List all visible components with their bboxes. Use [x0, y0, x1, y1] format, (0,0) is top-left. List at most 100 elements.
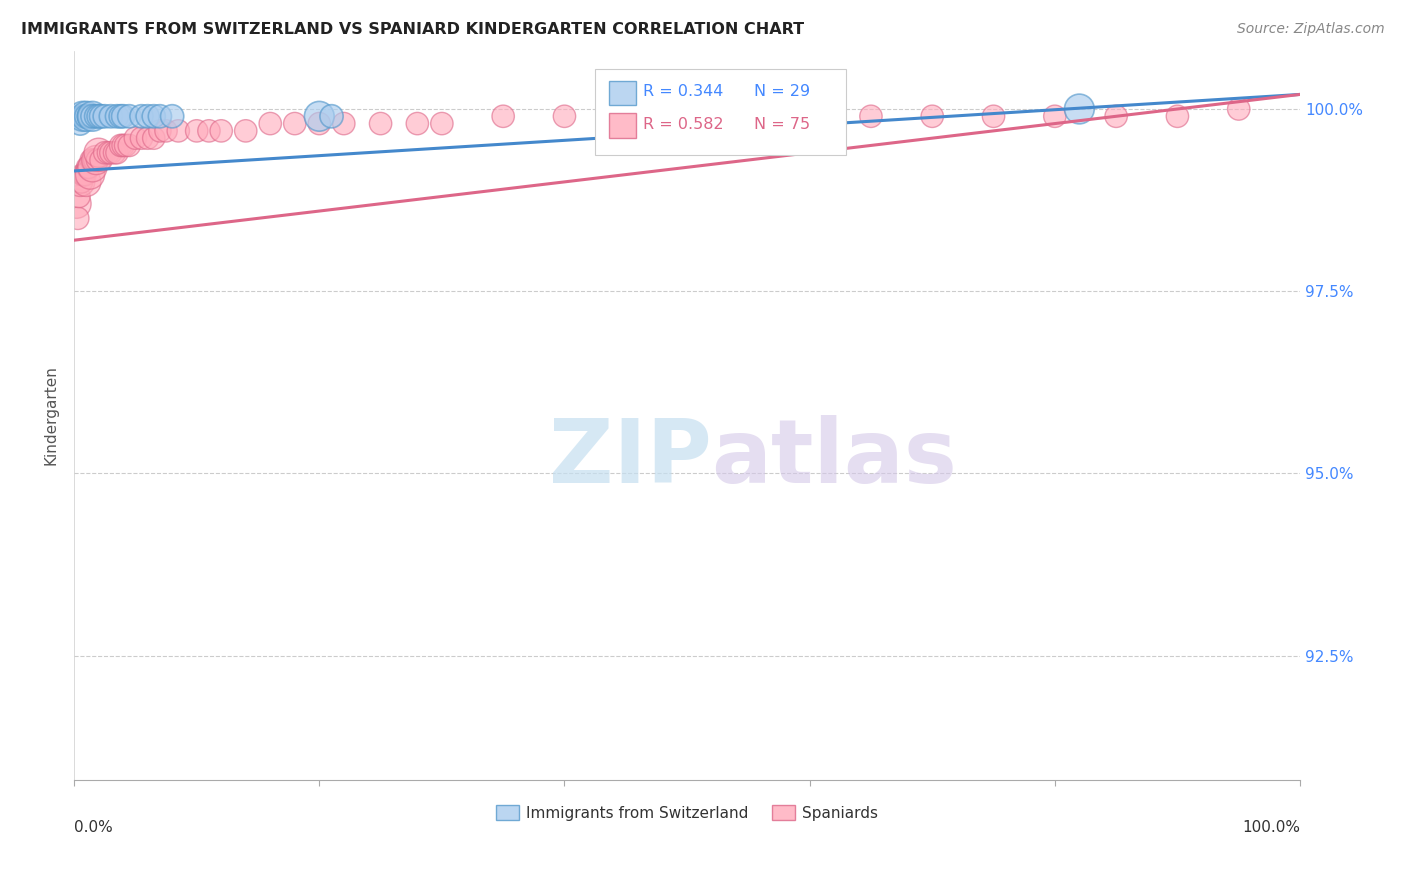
Text: R = 0.582: R = 0.582 — [643, 117, 724, 132]
Point — [737, 109, 759, 123]
Point — [90, 153, 112, 167]
Point — [209, 124, 232, 138]
Point — [112, 138, 135, 153]
Point — [186, 124, 208, 138]
Text: IMMIGRANTS FROM SWITZERLAND VS SPANIARD KINDERGARTEN CORRELATION CHART: IMMIGRANTS FROM SWITZERLAND VS SPANIARD … — [21, 22, 804, 37]
Point — [370, 117, 392, 131]
Point — [77, 109, 100, 123]
Point — [859, 109, 882, 123]
Point — [136, 109, 159, 123]
Point — [105, 109, 128, 123]
Point — [86, 153, 108, 167]
FancyBboxPatch shape — [609, 113, 636, 138]
Point — [259, 117, 281, 131]
Point — [308, 117, 330, 131]
Point — [198, 124, 221, 138]
Point — [84, 153, 107, 167]
Point — [114, 138, 136, 153]
Text: atlas: atlas — [711, 416, 957, 502]
Text: ZIP: ZIP — [548, 416, 711, 502]
Point — [87, 109, 110, 123]
Text: N = 75: N = 75 — [755, 117, 811, 132]
Point — [72, 168, 94, 182]
Point — [79, 168, 101, 182]
Text: Source: ZipAtlas.com: Source: ZipAtlas.com — [1237, 22, 1385, 37]
Point — [93, 109, 115, 123]
Point — [82, 109, 104, 123]
Point — [103, 145, 125, 160]
Text: 0.0%: 0.0% — [75, 820, 112, 835]
Point — [155, 124, 177, 138]
Point — [799, 102, 821, 116]
Point — [333, 117, 356, 131]
Point — [82, 161, 104, 175]
Point — [676, 109, 699, 123]
Point — [100, 145, 122, 160]
Point — [492, 109, 515, 123]
Point — [110, 109, 132, 123]
Point — [75, 109, 97, 123]
Point — [70, 175, 93, 189]
Point — [1105, 109, 1128, 123]
Text: R = 0.344: R = 0.344 — [643, 84, 723, 99]
Point — [799, 109, 821, 123]
Text: N = 29: N = 29 — [755, 84, 811, 99]
Point — [149, 124, 172, 138]
Point — [69, 117, 91, 131]
Point — [84, 153, 107, 167]
Point — [100, 109, 122, 123]
Point — [124, 131, 146, 145]
Point — [983, 109, 1005, 123]
Point — [82, 109, 104, 123]
Point — [77, 161, 100, 175]
Point — [66, 211, 89, 226]
Y-axis label: Kindergarten: Kindergarten — [44, 365, 58, 465]
Point — [142, 109, 165, 123]
Point — [75, 109, 97, 123]
Point — [1166, 109, 1188, 123]
Point — [69, 175, 91, 189]
Legend: Immigrants from Switzerland, Spaniards: Immigrants from Switzerland, Spaniards — [489, 798, 884, 827]
Point — [921, 109, 943, 123]
FancyBboxPatch shape — [595, 69, 846, 155]
Point — [553, 109, 575, 123]
Point — [72, 109, 94, 123]
Point — [160, 109, 183, 123]
Point — [79, 109, 101, 123]
Point — [75, 109, 97, 123]
Point — [136, 131, 159, 145]
Point — [84, 109, 107, 123]
Point — [1227, 102, 1250, 116]
Point — [97, 145, 120, 160]
Point — [131, 109, 153, 123]
Point — [308, 109, 330, 123]
Point — [430, 117, 453, 131]
Point — [131, 131, 153, 145]
Point — [90, 109, 112, 123]
Point — [118, 109, 141, 123]
Point — [73, 168, 96, 182]
Point — [73, 109, 96, 123]
Point — [75, 175, 97, 189]
Point — [105, 145, 128, 160]
Point — [65, 196, 87, 211]
Point — [1043, 109, 1066, 123]
Point — [70, 109, 93, 123]
Point — [87, 145, 110, 160]
Point — [118, 138, 141, 153]
Point — [167, 124, 190, 138]
FancyBboxPatch shape — [609, 80, 636, 105]
Point — [112, 109, 135, 123]
Point — [321, 109, 343, 123]
Point — [110, 138, 132, 153]
Point — [80, 153, 103, 167]
Point — [142, 131, 165, 145]
Point — [235, 124, 257, 138]
Point — [284, 117, 307, 131]
Point — [76, 161, 98, 175]
Point — [406, 117, 429, 131]
Point — [83, 153, 105, 167]
Point — [1069, 102, 1091, 116]
Text: 100.0%: 100.0% — [1241, 820, 1301, 835]
Point — [75, 168, 97, 182]
